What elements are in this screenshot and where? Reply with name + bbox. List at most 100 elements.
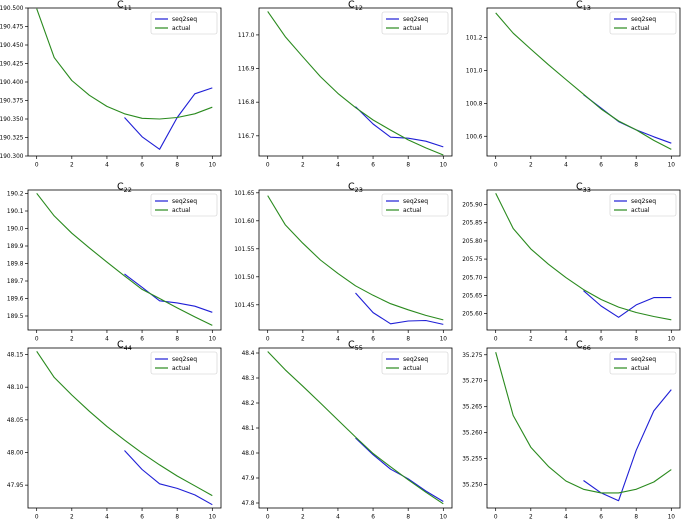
y-tick-label: 190.425 bbox=[0, 62, 24, 68]
x-tick-label: 0 bbox=[494, 163, 498, 169]
chart-title-main: C bbox=[348, 182, 355, 193]
x-tick-label: 4 bbox=[105, 515, 109, 521]
x-tick-label: 0 bbox=[35, 337, 39, 343]
y-tick-label: 189.5 bbox=[7, 314, 24, 320]
series-line-seq2seq bbox=[124, 450, 213, 506]
x-tick-label: 4 bbox=[336, 515, 340, 521]
subplot-c33: C33 0 2 4 6 8 10 205.60 205.65 205.70 205.75 205.80… bbox=[462, 182, 681, 343]
x-tick-label: 8 bbox=[175, 163, 179, 169]
plot-frame bbox=[486, 189, 681, 331]
y-tick-label: 190.2 bbox=[7, 192, 24, 198]
x-tick-label: 10 bbox=[209, 163, 217, 169]
y-tick-label: 47.95 bbox=[7, 483, 24, 489]
y-tick-label: 205.90 bbox=[462, 203, 483, 209]
series-line-actual bbox=[36, 192, 213, 326]
chart-title-main: C bbox=[117, 340, 124, 351]
x-tick-label: 4 bbox=[336, 337, 340, 343]
x-tick-label: 8 bbox=[406, 163, 410, 169]
y-tick-label: 205.70 bbox=[462, 275, 483, 281]
chart-title: C11 bbox=[117, 0, 132, 12]
legend-label-seq2seq: seq2seq bbox=[172, 198, 197, 205]
legend-label-actual: actual bbox=[631, 365, 650, 372]
y-tick-label: 48.4 bbox=[242, 351, 255, 357]
x-tick-label: 0 bbox=[266, 337, 270, 343]
legend-label-actual: actual bbox=[631, 207, 650, 214]
chart-title-main: C bbox=[117, 0, 124, 11]
x-tick-label: 8 bbox=[634, 515, 638, 521]
y-tick-label: 48.10 bbox=[7, 385, 24, 391]
x-tick-label: 2 bbox=[301, 515, 305, 521]
y-tick-label: 190.475 bbox=[0, 25, 24, 31]
series-line-seq2seq bbox=[355, 292, 444, 325]
x-tick-label: 2 bbox=[529, 515, 533, 521]
legend-label-actual: actual bbox=[403, 25, 422, 32]
x-tick-label: 4 bbox=[105, 337, 109, 343]
y-tick-label: 116.9 bbox=[238, 67, 255, 73]
y-tick-label: 47.8 bbox=[242, 501, 255, 507]
legend-label-seq2seq: seq2seq bbox=[403, 356, 428, 363]
y-tick-label: 101.45 bbox=[234, 303, 255, 309]
y-tick-label: 101.65 bbox=[234, 191, 255, 197]
x-tick-label: 0 bbox=[35, 515, 39, 521]
legend: seq2seq actual bbox=[381, 351, 449, 375]
legend-label-actual: actual bbox=[403, 207, 422, 214]
y-tick-label: 189.6 bbox=[7, 297, 24, 303]
y-tick-label: 205.85 bbox=[462, 221, 483, 227]
y-tick-label: 48.0 bbox=[242, 451, 255, 457]
x-tick-label: 6 bbox=[599, 515, 603, 521]
y-tick-label: 100.8 bbox=[466, 101, 483, 107]
x-tick-label: 6 bbox=[140, 515, 144, 521]
y-tick-label: 190.350 bbox=[0, 117, 24, 123]
subplot-c22: C22 0 2 4 6 8 10 189.5 189.6 189.7 189.8 189.9 190.0… bbox=[7, 182, 222, 343]
subplot-c13: C13 0 2 4 6 8 10 100.6 100.8 101.0 101.2 seq2seq act… bbox=[466, 0, 681, 169]
series-line-seq2seq bbox=[355, 437, 444, 502]
chart-title-main: C bbox=[117, 182, 124, 193]
x-tick-label: 8 bbox=[634, 163, 638, 169]
x-tick-label: 4 bbox=[564, 337, 568, 343]
plot-frame bbox=[27, 347, 222, 509]
plot-frame bbox=[258, 7, 453, 157]
y-tick-label: 48.15 bbox=[7, 353, 24, 359]
legend: seq2seq actual bbox=[609, 351, 677, 375]
legend-label-seq2seq: seq2seq bbox=[631, 198, 656, 205]
y-tick-label: 116.7 bbox=[238, 134, 255, 140]
chart-title: C55 bbox=[348, 340, 363, 353]
x-tick-label: 10 bbox=[668, 515, 676, 521]
x-tick-label: 0 bbox=[266, 163, 270, 169]
chart-title-main: C bbox=[348, 0, 355, 11]
y-tick-label: 100.6 bbox=[466, 134, 483, 140]
y-tick-label: 116.8 bbox=[238, 100, 255, 106]
x-tick-label: 2 bbox=[70, 163, 74, 169]
series-line-actual bbox=[267, 351, 444, 505]
legend: seq2seq actual bbox=[150, 193, 218, 217]
x-tick-label: 2 bbox=[529, 337, 533, 343]
subplot-c12: C12 0 2 4 6 8 10 116.7 116.8 116.9 117.0 seq2seq act… bbox=[238, 0, 453, 169]
series-line-actual bbox=[495, 352, 672, 494]
y-tick-label: 189.8 bbox=[7, 262, 24, 268]
subplot-c11: C11 0 2 4 6 8 10 190.300 190.325 190.350 190.375 19… bbox=[0, 0, 222, 169]
y-tick-label: 35.265 bbox=[462, 405, 483, 411]
y-tick-label: 190.1 bbox=[7, 209, 24, 215]
x-tick-label: 8 bbox=[175, 515, 179, 521]
x-tick-label: 0 bbox=[35, 163, 39, 169]
x-tick-label: 8 bbox=[634, 337, 638, 343]
y-tick-label: 48.1 bbox=[242, 426, 255, 432]
x-tick-label: 10 bbox=[209, 515, 217, 521]
y-tick-label: 101.50 bbox=[234, 275, 255, 281]
y-tick-label: 190.375 bbox=[0, 99, 24, 105]
y-tick-label: 35.255 bbox=[462, 457, 483, 463]
x-tick-label: 2 bbox=[301, 163, 305, 169]
chart-title: C22 bbox=[117, 182, 132, 195]
subplot-c44: C44 0 2 4 6 8 10 47.95 48.00 48.05 48.10 48.15 seq2s… bbox=[7, 340, 222, 521]
x-tick-label: 6 bbox=[599, 337, 603, 343]
legend: seq2seq actual bbox=[381, 193, 449, 217]
x-tick-label: 0 bbox=[494, 337, 498, 343]
series-line-seq2seq bbox=[355, 106, 444, 148]
x-tick-label: 10 bbox=[668, 337, 676, 343]
y-tick-label: 101.2 bbox=[466, 36, 483, 42]
plot-frame bbox=[27, 189, 222, 331]
y-tick-label: 48.05 bbox=[7, 418, 24, 424]
y-tick-label: 101.0 bbox=[466, 68, 483, 74]
y-tick-label: 48.2 bbox=[242, 401, 255, 407]
y-tick-label: 101.55 bbox=[234, 247, 255, 253]
